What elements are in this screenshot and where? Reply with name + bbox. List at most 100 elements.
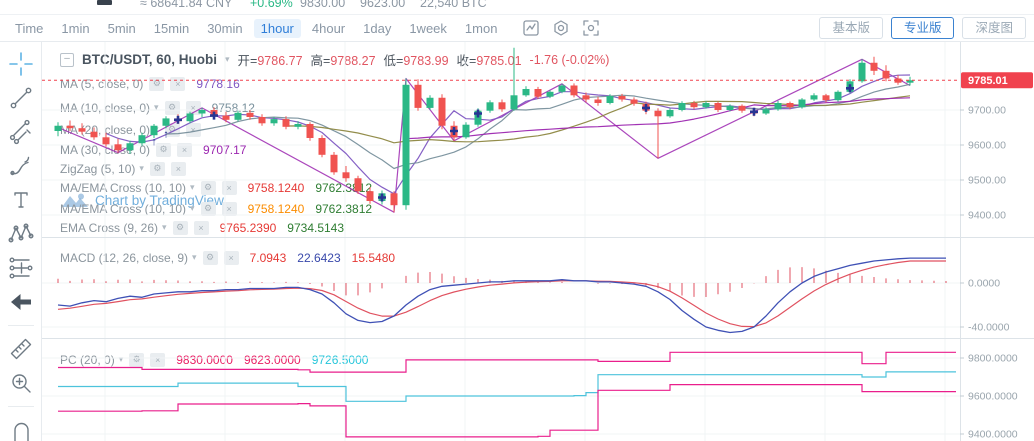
indicator-value: 9758.1240 (247, 180, 305, 195)
toolbar-divider (7, 325, 34, 326)
indicator-settings-icon[interactable]: ⚙ (200, 201, 216, 216)
pc-lower-line (58, 384, 956, 438)
chevron-down-icon[interactable]: ▾ (225, 54, 230, 64)
magnet-tool[interactable] (7, 416, 35, 441)
top-ticker-strip: ≈ 68641.84 CNY +0.69% 9830.00 9623.00 22… (0, 0, 1034, 14)
indicator-hexagon-icon[interactable] (552, 19, 570, 37)
chart-region[interactable]: – BTC/USDT, 60, Huobi ▾ 开=9786.77 高=9788… (42, 42, 1034, 441)
chevron-down-icon[interactable]: ▾ (154, 102, 159, 112)
zoom-in-tool[interactable] (7, 369, 35, 397)
ma-line-10 (165, 83, 911, 170)
indicator-row: MA/EMA Cross (10, 10) ▾ ⚙ × 9758.1240 9762.38… (60, 180, 372, 195)
forecast-tool[interactable] (7, 254, 35, 282)
indicator-settings-icon[interactable]: ⚙ (172, 220, 188, 235)
cny-value: ≈ 68641.84 CNY (140, 0, 233, 10)
indicator-row: ZigZag (5, 10) ▾ ⚙ × (60, 161, 186, 176)
pc-upper-line (58, 351, 956, 373)
indicator-settings-icon[interactable]: ⚙ (156, 142, 172, 157)
indicator-row: PC (20, 0) ▾ ⚙ × 9830.0000 9623.0000 9726.5000 (60, 352, 368, 367)
indicator-remove-icon[interactable]: × (223, 250, 239, 265)
indicator-value: 9762.3812 (315, 201, 373, 216)
svg-text:0.0000: 0.0000 (968, 278, 1000, 290)
version-button[interactable]: 基本版 (819, 17, 883, 39)
indicator-row: EMA Cross (9, 26) ▾ ⚙ × 9765.2390 9734.5143 (60, 220, 344, 235)
price-axis[interactable]: 9700.00 9600.00 9500.00 9400.00 0.0000 -40.00… (960, 105, 1018, 441)
svg-text:9400.0000: 9400.0000 (968, 429, 1018, 441)
ruler-tool[interactable] (7, 335, 35, 363)
indicator-label[interactable]: ZigZag (5, 10) (60, 161, 136, 176)
fullscreen-icon[interactable] (582, 19, 600, 37)
interval-1week[interactable]: 1week (409, 20, 447, 36)
change-percent: +0.69% (250, 0, 293, 10)
indicator-label[interactable]: MACD (12, 26, close, 9) (60, 250, 189, 265)
pc-middle-line (58, 371, 956, 402)
interval-5min[interactable]: 5min (107, 20, 136, 36)
indicator-label[interactable]: MA/EMA Cross (10, 10) (60, 201, 187, 216)
trend-line-tool[interactable] (7, 84, 35, 112)
indicator-label[interactable]: PC (20, 0) (60, 352, 115, 367)
indicator-label[interactable]: MA/EMA Cross (10, 10) (60, 180, 187, 195)
indicator-settings-icon[interactable]: ⚙ (200, 180, 216, 195)
watermark-text: Chart by TradingView (95, 193, 224, 208)
indicator-remove-icon[interactable]: × (193, 220, 209, 235)
indicator-settings-icon[interactable]: ⚙ (149, 76, 165, 91)
interval-group: Time 1min 5min 15min 30min 1hour 4hour 1day 1wee… (6, 18, 506, 38)
back-arrow[interactable] (7, 288, 35, 316)
svg-text:9600.00: 9600.00 (968, 140, 1006, 152)
interval-Time[interactable]: Time (15, 20, 44, 36)
indicator-remove-icon[interactable]: × (185, 122, 201, 137)
indicator-value: 9726.5000 (311, 352, 369, 367)
interval-15min[interactable]: 15min (153, 20, 190, 36)
svg-text:↑: ↑ (163, 128, 169, 140)
line-chart-icon[interactable] (522, 19, 540, 37)
pattern-tool[interactable] (7, 220, 35, 248)
interval-1day[interactable]: 1day (363, 20, 392, 36)
collapse-chart-icon[interactable]: – (60, 52, 74, 67)
interval-30min[interactable]: 30min (207, 20, 243, 36)
interval-1hour[interactable]: 1hour (253, 18, 301, 38)
version-button-group: 基本版 专业版 深度图 (819, 17, 1026, 39)
brush-tool[interactable] (7, 152, 35, 180)
chevron-down-icon[interactable]: ▾ (190, 203, 195, 213)
indicator-remove-icon[interactable]: × (177, 142, 193, 157)
svg-text:9500.00: 9500.00 (968, 175, 1006, 187)
indicator-label[interactable]: EMA Cross (9, 26) (60, 220, 159, 235)
indicator-remove-icon[interactable]: × (150, 352, 166, 367)
crosshair-tool[interactable] (7, 50, 35, 78)
svg-text:9800.0000: 9800.0000 (968, 353, 1018, 365)
indicator-settings-icon[interactable]: ⚙ (129, 352, 145, 367)
interval-4hour[interactable]: 4hour (311, 20, 346, 36)
price-text-cutoff (97, 0, 112, 5)
drawing-tools-sidebar (0, 42, 42, 441)
ohlc-close: 收=9785.01 (456, 54, 522, 68)
indicator-row: MACD (12, 26, close, 9) ▾ ⚙ × 7.0943 22.6423 1… (60, 250, 395, 265)
indicator-value: 22.6423 (297, 250, 341, 265)
indicator-value: 9765.2390 (219, 220, 277, 235)
svg-text:↑: ↑ (151, 136, 157, 148)
chevron-down-icon[interactable]: ▾ (162, 222, 167, 232)
chevron-down-icon[interactable]: ▾ (192, 252, 197, 262)
indicator-settings-icon[interactable]: ⚙ (149, 161, 165, 176)
symbol-title[interactable]: BTC/USDT, 60, Huobi (82, 52, 218, 67)
indicator-settings-icon[interactable]: ⚙ (164, 100, 180, 115)
pitchfork-tool[interactable] (7, 118, 35, 146)
tradingview-logo-icon (62, 193, 88, 207)
indicator-settings-icon[interactable]: ⚙ (202, 250, 218, 265)
indicator-value: 9734.5143 (287, 220, 345, 235)
candlestick-series[interactable] (54, 47, 914, 213)
indicator-remove-icon[interactable]: × (170, 161, 186, 176)
version-button[interactable]: 专业版 (890, 17, 955, 39)
zigzag-line (57, 58, 911, 213)
price-change: -1.76 (-0.02%) (529, 52, 610, 67)
chevron-down-icon[interactable]: ▾ (190, 182, 195, 192)
ohlc-low: 低=9783.99 (383, 54, 449, 68)
version-button[interactable]: 深度图 (962, 17, 1026, 39)
text-tool[interactable] (7, 186, 35, 214)
chevron-down-icon[interactable]: ▾ (118, 354, 124, 364)
volume-24h: 22,540 BTC (420, 0, 487, 10)
interval-1mon[interactable]: 1mon (464, 20, 498, 36)
chevron-down-icon[interactable]: ▾ (139, 163, 144, 173)
chart-canvas[interactable]: ↑↑9700.009600.009500.009400.000.0000-40.… (42, 42, 1034, 441)
interval-1min[interactable]: 1min (61, 20, 90, 36)
